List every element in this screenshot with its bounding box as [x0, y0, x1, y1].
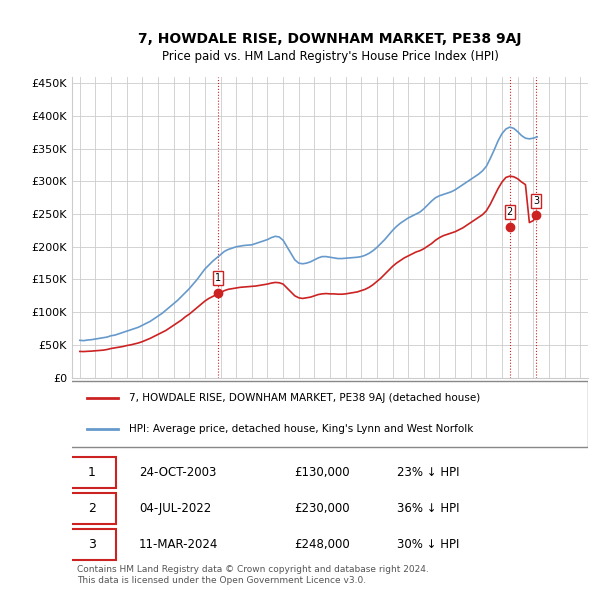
Text: 3: 3 — [533, 195, 539, 205]
Text: 2: 2 — [506, 207, 513, 217]
Text: £130,000: £130,000 — [294, 466, 350, 479]
Text: 24-OCT-2003: 24-OCT-2003 — [139, 466, 217, 479]
Text: 3: 3 — [88, 538, 95, 551]
Text: 7, HOWDALE RISE, DOWNHAM MARKET, PE38 9AJ (detached house): 7, HOWDALE RISE, DOWNHAM MARKET, PE38 9A… — [129, 393, 480, 402]
FancyBboxPatch shape — [67, 457, 116, 488]
Text: 23% ↓ HPI: 23% ↓ HPI — [397, 466, 460, 479]
Text: 36% ↓ HPI: 36% ↓ HPI — [397, 502, 460, 515]
Text: Contains HM Land Registry data © Crown copyright and database right 2024.: Contains HM Land Registry data © Crown c… — [77, 565, 429, 573]
Text: This data is licensed under the Open Government Licence v3.0.: This data is licensed under the Open Gov… — [77, 576, 366, 585]
Text: 2: 2 — [88, 502, 95, 515]
Text: HPI: Average price, detached house, King's Lynn and West Norfolk: HPI: Average price, detached house, King… — [129, 424, 473, 434]
Text: 1: 1 — [88, 466, 95, 479]
FancyBboxPatch shape — [67, 493, 116, 524]
FancyBboxPatch shape — [67, 529, 116, 560]
Text: 11-MAR-2024: 11-MAR-2024 — [139, 538, 218, 551]
Text: 04-JUL-2022: 04-JUL-2022 — [139, 502, 211, 515]
Text: £248,000: £248,000 — [294, 538, 350, 551]
FancyBboxPatch shape — [67, 381, 588, 447]
Text: Price paid vs. HM Land Registry's House Price Index (HPI): Price paid vs. HM Land Registry's House … — [161, 50, 499, 63]
Text: £230,000: £230,000 — [294, 502, 350, 515]
Text: 30% ↓ HPI: 30% ↓ HPI — [397, 538, 460, 551]
Text: 1: 1 — [215, 273, 221, 283]
Text: 7, HOWDALE RISE, DOWNHAM MARKET, PE38 9AJ: 7, HOWDALE RISE, DOWNHAM MARKET, PE38 9A… — [138, 32, 522, 47]
